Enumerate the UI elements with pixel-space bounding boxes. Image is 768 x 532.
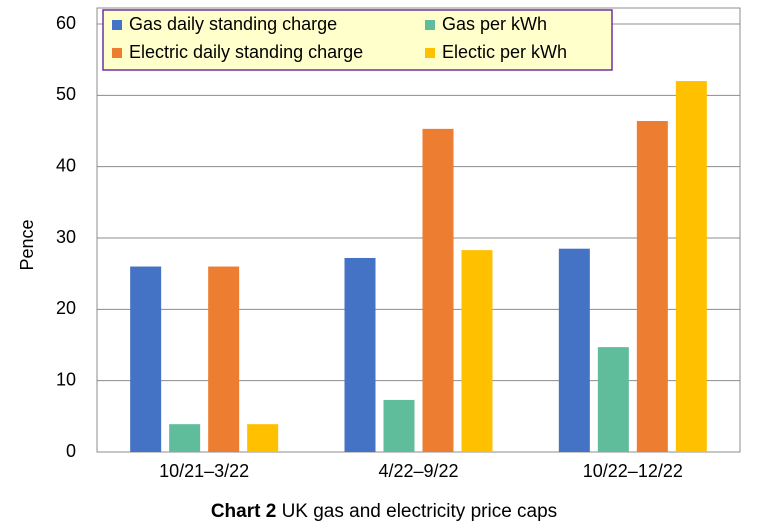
bar xyxy=(422,128,454,453)
bar xyxy=(461,250,493,452)
bar xyxy=(208,266,240,452)
legend-label: Electric daily standing charge xyxy=(129,42,363,62)
figure-label: Chart 2 xyxy=(211,501,276,522)
bar xyxy=(169,424,201,452)
legend-label: Gas per kWh xyxy=(442,14,547,34)
legend-label: Gas daily standing charge xyxy=(129,14,337,34)
y-tick-label: 30 xyxy=(56,227,76,247)
legend-label: Electic per kWh xyxy=(442,42,567,62)
y-tick-label: 0 xyxy=(66,441,76,461)
x-tick-label: 10/21–3/22 xyxy=(159,461,249,481)
chart-title: Chart 2 UK gas and electricity price cap… xyxy=(211,501,557,522)
bar xyxy=(558,248,590,452)
legend-swatch xyxy=(112,20,122,30)
legend-swatch xyxy=(425,48,435,58)
title-text: UK gas and electricity price caps xyxy=(282,501,558,522)
bar xyxy=(247,424,279,452)
x-tick-label: 4/22–9/22 xyxy=(378,461,458,481)
bar xyxy=(636,121,668,452)
y-tick-label: 60 xyxy=(56,13,76,33)
bar xyxy=(130,266,162,452)
bar xyxy=(383,399,415,452)
bar xyxy=(344,257,376,452)
y-tick-label: 20 xyxy=(56,298,76,318)
legend-swatch xyxy=(112,48,122,58)
y-axis-label: Pence xyxy=(17,219,37,270)
bar xyxy=(675,81,707,453)
y-tick-label: 10 xyxy=(56,369,76,389)
legend-swatch xyxy=(425,20,435,30)
y-tick-label: 50 xyxy=(56,84,76,104)
legend-box xyxy=(102,9,613,71)
bar xyxy=(597,347,629,452)
y-tick-label: 40 xyxy=(56,155,76,175)
x-tick-label: 10/22–12/22 xyxy=(583,461,683,481)
